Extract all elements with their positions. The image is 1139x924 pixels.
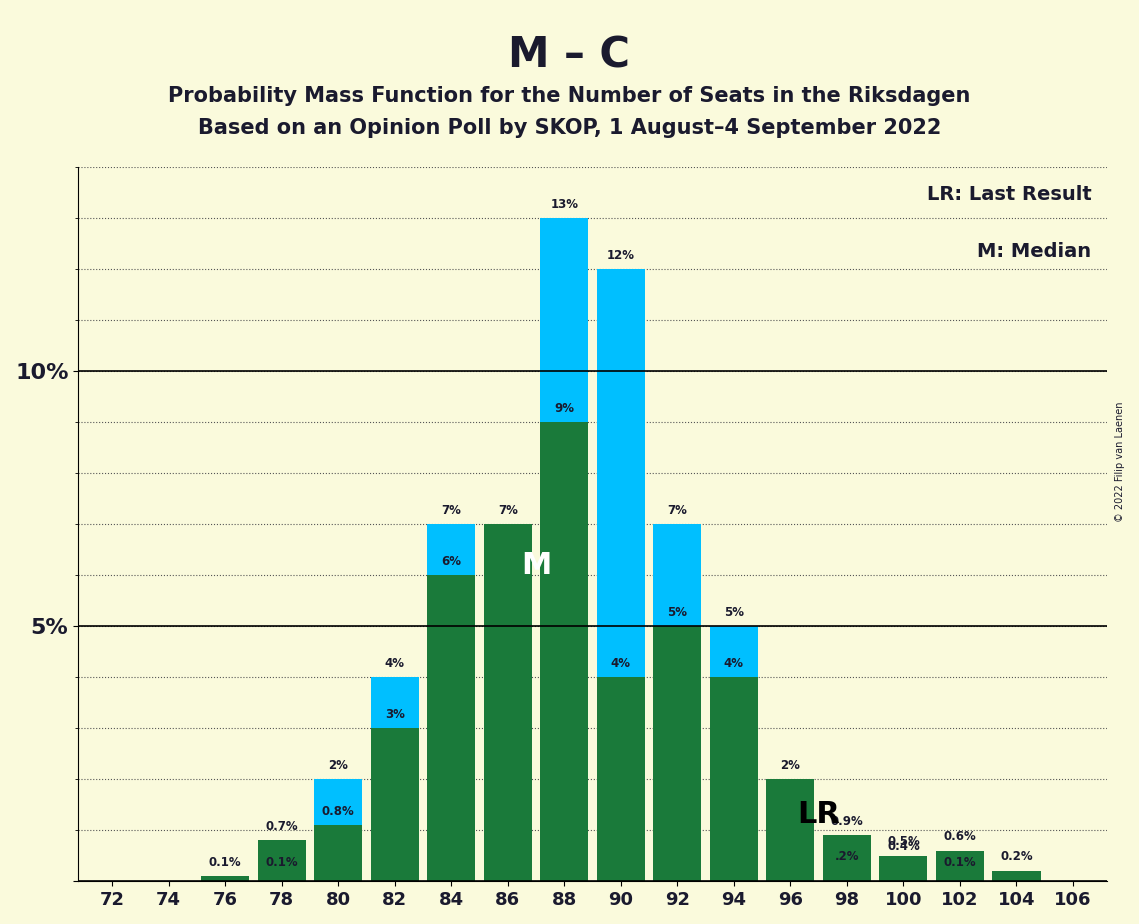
Bar xyxy=(767,779,814,881)
Bar xyxy=(597,677,645,881)
Bar xyxy=(427,576,475,881)
Bar xyxy=(654,524,702,881)
Text: 4%: 4% xyxy=(385,657,404,670)
Text: Probability Mass Function for the Number of Seats in the Riksdagen: Probability Mass Function for the Number… xyxy=(169,86,970,106)
Bar xyxy=(370,677,419,881)
Text: LR: LR xyxy=(797,800,841,830)
Bar xyxy=(654,626,702,881)
Text: LR: Last Result: LR: Last Result xyxy=(927,186,1091,204)
Text: 4%: 4% xyxy=(724,657,744,670)
Bar xyxy=(822,835,871,881)
Text: 0.1%: 0.1% xyxy=(265,856,298,869)
Bar xyxy=(484,524,532,881)
Bar xyxy=(314,779,362,881)
Bar xyxy=(710,626,757,881)
Text: 0.5%: 0.5% xyxy=(887,835,920,848)
Bar xyxy=(257,841,305,881)
Bar xyxy=(822,871,871,881)
Bar xyxy=(710,677,757,881)
Bar xyxy=(540,422,589,881)
Text: 7%: 7% xyxy=(441,504,461,517)
Text: 5%: 5% xyxy=(667,606,687,619)
Bar xyxy=(540,218,589,881)
Bar xyxy=(936,851,984,881)
Text: M: M xyxy=(521,551,551,579)
Bar xyxy=(597,270,645,881)
Text: 3%: 3% xyxy=(385,708,404,721)
Bar xyxy=(370,728,419,881)
Bar xyxy=(992,871,1041,881)
Text: 7%: 7% xyxy=(667,504,687,517)
Bar xyxy=(257,876,305,881)
Text: 4%: 4% xyxy=(611,657,631,670)
Text: 7%: 7% xyxy=(498,504,518,517)
Text: 0.1%: 0.1% xyxy=(943,856,976,869)
Text: 2%: 2% xyxy=(328,759,349,772)
Bar xyxy=(879,861,927,881)
Bar xyxy=(767,779,814,881)
Text: © 2022 Filip van Laenen: © 2022 Filip van Laenen xyxy=(1115,402,1125,522)
Bar xyxy=(202,876,249,881)
Bar xyxy=(936,876,984,881)
Text: 0.6%: 0.6% xyxy=(943,830,976,843)
Text: 0.8%: 0.8% xyxy=(322,805,354,818)
Text: .2%: .2% xyxy=(835,850,859,863)
Bar xyxy=(314,825,362,881)
Text: 5%: 5% xyxy=(724,606,744,619)
Text: Based on an Opinion Poll by SKOP, 1 August–4 September 2022: Based on an Opinion Poll by SKOP, 1 Augu… xyxy=(198,118,941,139)
Text: M: Median: M: Median xyxy=(977,242,1091,261)
Text: 0.2%: 0.2% xyxy=(1000,850,1033,863)
Text: M – C: M – C xyxy=(508,34,631,76)
Text: 0.1%: 0.1% xyxy=(208,856,241,869)
Bar xyxy=(484,524,532,881)
Text: 0.4%: 0.4% xyxy=(887,840,920,853)
Bar xyxy=(427,524,475,881)
Bar xyxy=(879,856,927,881)
Text: 0.9%: 0.9% xyxy=(830,815,863,828)
Text: 6%: 6% xyxy=(441,554,461,567)
Text: 13%: 13% xyxy=(550,198,579,211)
Text: 12%: 12% xyxy=(607,249,634,261)
Text: 9%: 9% xyxy=(555,402,574,415)
Text: 0.7%: 0.7% xyxy=(265,820,298,833)
Text: 2%: 2% xyxy=(780,759,801,772)
Bar xyxy=(202,876,249,881)
